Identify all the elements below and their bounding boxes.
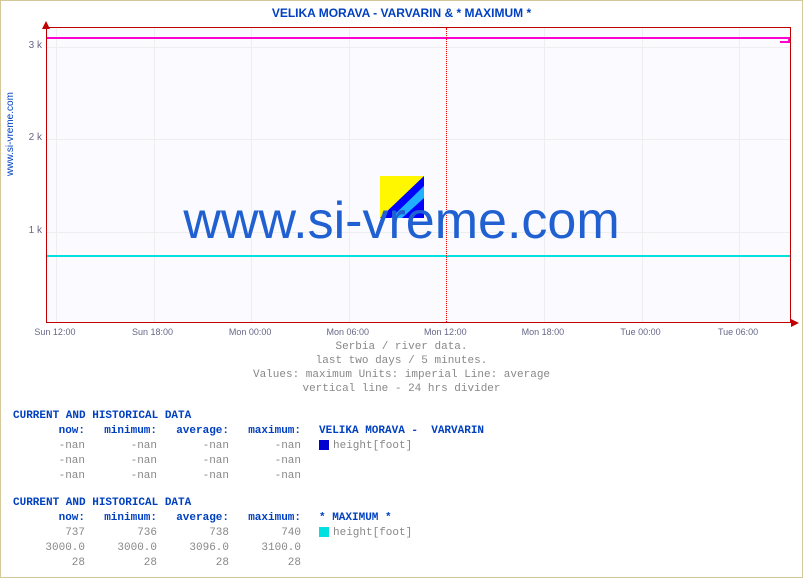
watermark-logo-icon [380, 176, 424, 218]
table-columns-row: now:minimum:average:maximum:* MAXIMUM * [13, 511, 793, 526]
table-heading: CURRENT AND HISTORICAL DATA [13, 496, 793, 511]
xtick-label: Mon 18:00 [522, 327, 565, 337]
table-row: 737736738740height[foot] [13, 526, 793, 541]
chart-plot-area [46, 27, 791, 323]
caption-line: last two days / 5 minutes. [1, 355, 802, 367]
legend-metric-label: height[foot] [333, 440, 412, 452]
table-row: 3000.03000.03096.03100.0 [13, 541, 793, 556]
xtick-label: Sun 12:00 [34, 327, 75, 337]
table-row: -nan-nan-nan-nan [13, 469, 793, 484]
legend-series-label: * MAXIMUM * [319, 512, 392, 524]
ytick-label: 2 k [12, 132, 42, 143]
xtick-label: Tue 06:00 [718, 327, 758, 337]
xtick-label: Mon 00:00 [229, 327, 272, 337]
xtick-label: Mon 06:00 [326, 327, 369, 337]
divider-24h-line [446, 28, 447, 322]
ytick-label: 3 k [12, 40, 42, 51]
xtick-label: Tue 00:00 [620, 327, 660, 337]
table-row: -nan-nan-nan-nan [13, 454, 793, 469]
legend-series-label: VELIKA MORAVA - VARVARIN [319, 425, 484, 437]
xtick-label: Sun 18:00 [132, 327, 173, 337]
series-line [47, 37, 790, 39]
legend-color-icon [319, 440, 329, 450]
chart-title: VELIKA MORAVA - VARVARIN & * MAXIMUM * [1, 6, 802, 20]
legend-metric-label: height[foot] [333, 527, 412, 539]
xaxis-arrow-icon [791, 319, 799, 327]
data-table: CURRENT AND HISTORICAL DATAnow:minimum:a… [13, 409, 793, 484]
table-heading: CURRENT AND HISTORICAL DATA [13, 409, 793, 424]
legend-color-icon [319, 527, 329, 537]
caption-line: Serbia / river data. [1, 341, 802, 353]
table-columns-row: now:minimum:average:maximum:VELIKA MORAV… [13, 424, 793, 439]
data-table: CURRENT AND HISTORICAL DATAnow:minimum:a… [13, 496, 793, 571]
xtick-label: Mon 12:00 [424, 327, 467, 337]
ytick-label: 1 k [12, 225, 42, 236]
yaxis-arrow-icon [42, 21, 50, 29]
caption-line: vertical line - 24 hrs divider [1, 383, 802, 395]
caption-line: Values: maximum Units: imperial Line: av… [1, 369, 802, 381]
series-line [47, 255, 790, 257]
table-row: -nan-nan-nan-nanheight[foot] [13, 439, 793, 454]
table-row: 28282828 [13, 556, 793, 571]
